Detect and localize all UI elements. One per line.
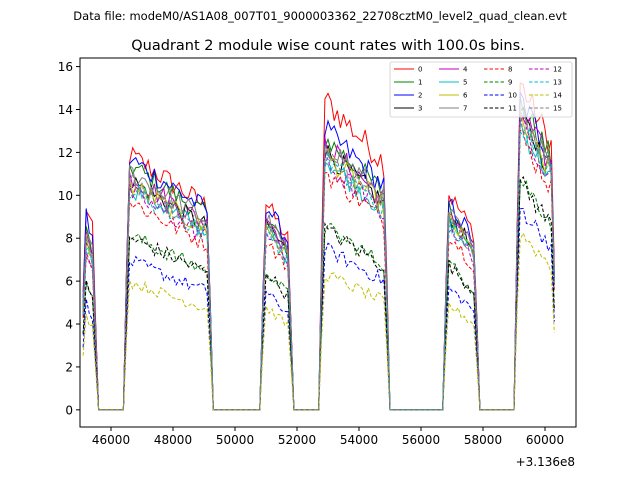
series-line-13 xyxy=(82,127,555,411)
data-file-header: Data file: modeM0/AS1A08_007T01_90000033… xyxy=(73,9,567,23)
legend-label-4: 4 xyxy=(463,66,468,74)
legend-label-5: 5 xyxy=(463,79,467,87)
chart-title: Quadrant 2 module wise count rates with … xyxy=(131,38,525,54)
x-tick-label: 46000 xyxy=(92,433,130,447)
legend-label-8: 8 xyxy=(508,66,512,74)
y-tick-label: 14 xyxy=(58,103,73,117)
legend-label-0: 0 xyxy=(418,66,422,74)
legend-label-12: 12 xyxy=(553,66,562,74)
y-tick-label: 4 xyxy=(65,318,73,332)
y-tick-label: 16 xyxy=(58,60,73,74)
legend-label-6: 6 xyxy=(463,92,468,100)
legend-label-10: 10 xyxy=(508,92,517,100)
legend-label-11: 11 xyxy=(508,105,517,113)
x-tick-label: 52000 xyxy=(278,433,316,447)
y-tick-label: 6 xyxy=(65,275,73,289)
series-lines xyxy=(82,82,555,411)
y-tick-label: 2 xyxy=(65,360,73,374)
legend-label-14: 14 xyxy=(553,92,562,100)
series-line-10 xyxy=(82,207,555,411)
legend-label-15: 15 xyxy=(553,105,562,113)
x-tick-label: 48000 xyxy=(154,433,192,447)
y-tick-label: 10 xyxy=(58,189,73,203)
x-axis-ticks: 46000 48000 50000 52000 54000 56000 58000 60000 xyxy=(92,427,564,447)
series-line-14 xyxy=(82,231,555,411)
legend-label-7: 7 xyxy=(463,105,467,113)
x-tick-label: 58000 xyxy=(464,433,502,447)
x-tick-label: 56000 xyxy=(402,433,440,447)
y-tick-label: 8 xyxy=(65,232,73,246)
y-axis-ticks: 0 2 4 6 8 10 12 14 16 xyxy=(58,60,80,417)
series-line-15 xyxy=(82,110,555,411)
legend-label-2: 2 xyxy=(418,92,422,100)
axes-frame xyxy=(79,57,577,428)
legend-label-1: 1 xyxy=(418,79,422,87)
x-offset-label: +3.136e8 xyxy=(516,455,575,469)
y-tick-label: 0 xyxy=(65,403,73,417)
legend-label-13: 13 xyxy=(553,79,562,87)
x-tick-label: 54000 xyxy=(340,433,378,447)
legend-label-3: 3 xyxy=(418,105,422,113)
series-line-9 xyxy=(82,178,555,411)
legend-label-9: 9 xyxy=(508,79,512,87)
x-tick-label: 50000 xyxy=(216,433,254,447)
legend-box xyxy=(389,61,573,118)
y-tick-label: 12 xyxy=(58,146,73,160)
x-tick-label: 60000 xyxy=(526,433,564,447)
